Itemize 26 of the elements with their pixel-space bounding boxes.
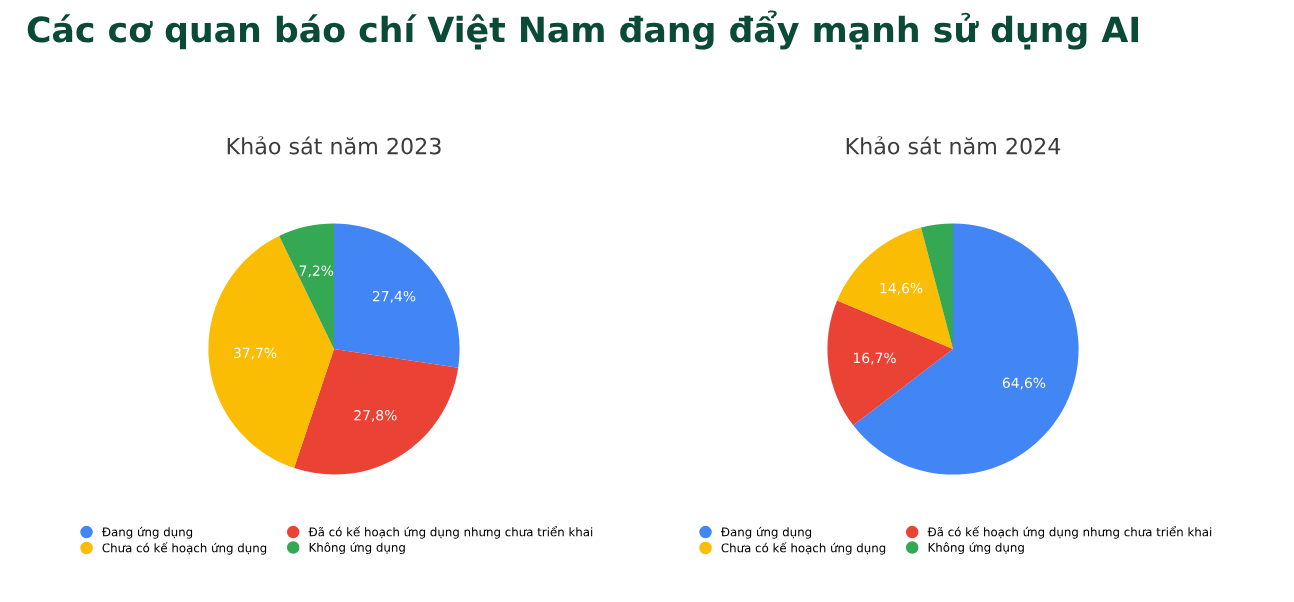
legend-label: Không ứng dụng — [928, 542, 1024, 555]
legend-label: Đã có kế hoạch ứng dụng nhưng chưa triển khai — [308, 526, 593, 539]
legend-label: Chưa có kế hoạch ứng dụng — [102, 542, 267, 555]
chart-subtitle: Khảo sát năm 2023 — [227, 136, 441, 155]
chart-title: Các cơ quan báo chí Việt Nam đang đẩy mạnh sử dụng AI — [27, 10, 1138, 50]
data-label: 37,7% — [234, 347, 277, 360]
data-label: 27,4% — [372, 290, 416, 303]
legend-label: Không ứng dụng — [309, 542, 405, 555]
legend-label: Đã có kế hoạch ứng dụng nhưng chưa triển khai — [927, 526, 1212, 539]
pie-slice — [334, 223, 460, 368]
pie-slice — [853, 223, 1079, 475]
pie-slice — [208, 236, 334, 469]
pie-slice — [921, 223, 953, 349]
legend-label: Đang ứng dụng — [101, 526, 193, 539]
data-label: 16,7% — [853, 352, 896, 365]
data-label: 27,8% — [354, 410, 397, 422]
pie-slice — [294, 349, 459, 475]
data-label: 14,6% — [880, 282, 923, 295]
legend-label: Chưa có kế hoạch ứng dụng — [721, 542, 886, 555]
data-label: 7,2% — [299, 265, 334, 278]
chart-subtitle: Khảo sát năm 2024 — [846, 136, 1061, 155]
data-label: 64,6% — [1002, 377, 1046, 390]
legend-label: Đang ứng dụng — [720, 526, 812, 539]
pie-slice — [837, 227, 953, 349]
pie-slice — [827, 300, 953, 426]
pie-slice — [279, 223, 334, 349]
